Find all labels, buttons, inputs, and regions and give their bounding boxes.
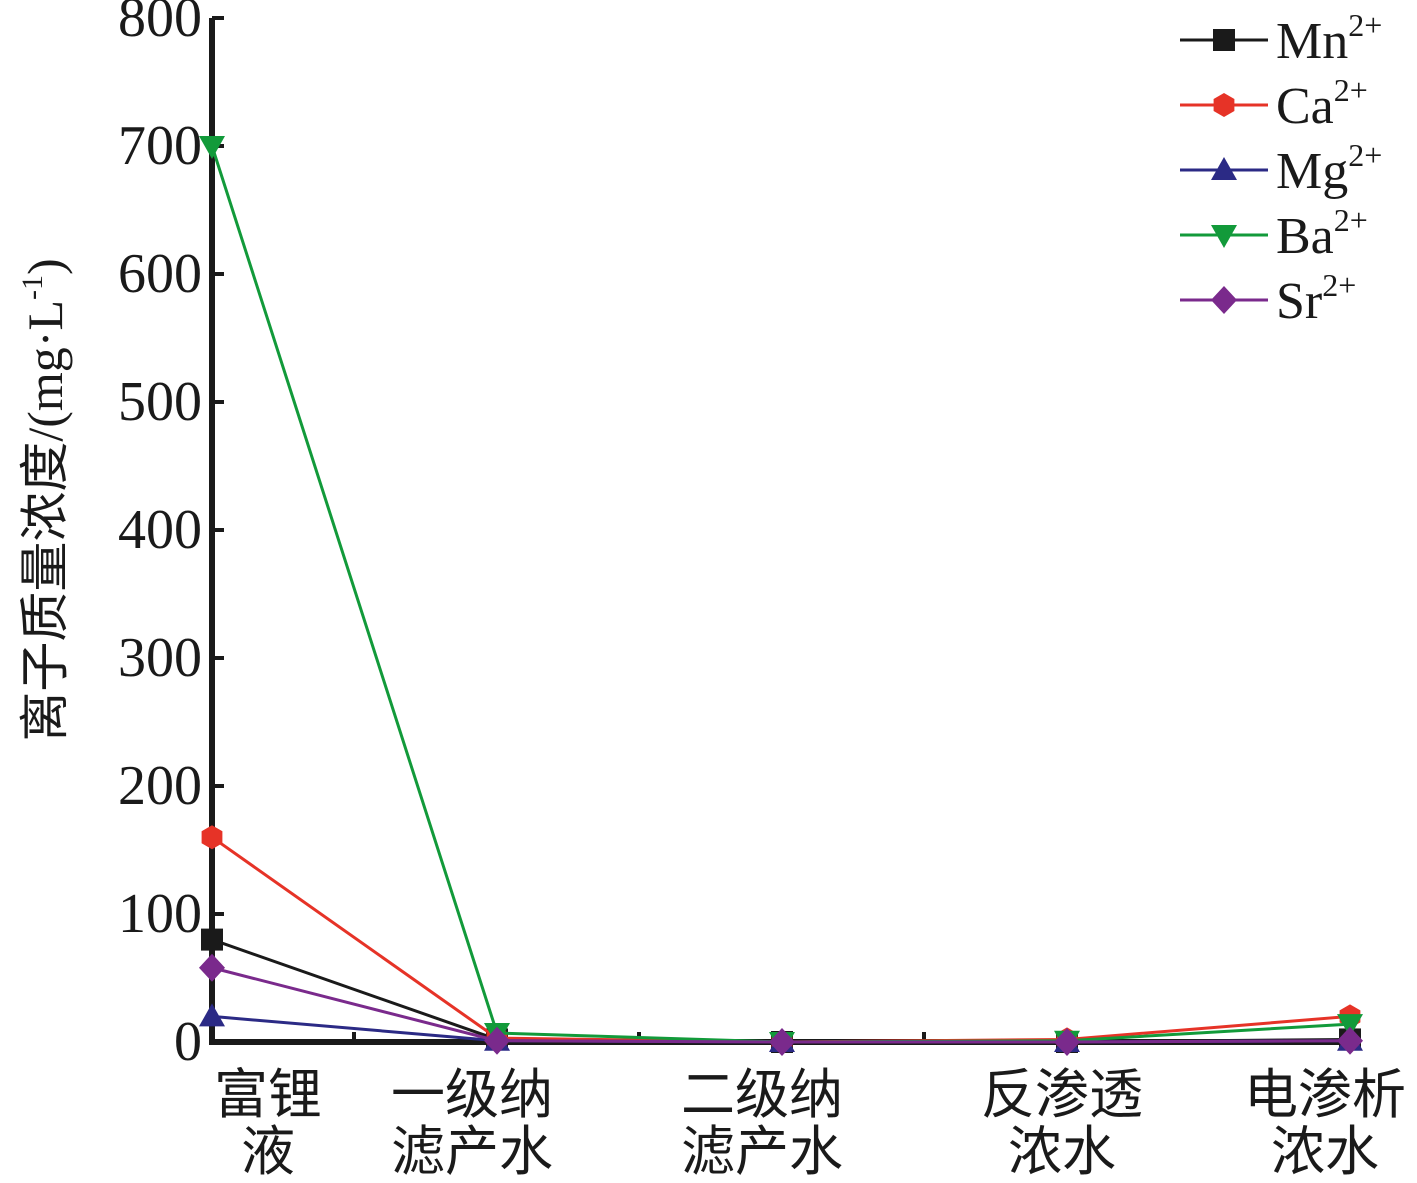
series-ba [199, 136, 1363, 1055]
x-tick-label-1-line-0: 一级纳 [391, 1065, 553, 1125]
y-axis-label: 离子质量浓度/(mg·L-1) [16, 258, 73, 741]
y-tick-label-8: 800 [118, 0, 202, 49]
series-mg-point-0 [199, 1003, 225, 1027]
series-ba-point-4 [1337, 1014, 1363, 1038]
x-tick-label-1-line-1: 滤产水 [391, 1122, 553, 1182]
axes: 0100200300400500600700800富锂液一级纳滤产水二级纳滤产水… [118, 0, 1406, 1182]
legend-label-name-0: Mn [1276, 13, 1348, 70]
legend-swatch-marker-0 [1213, 29, 1235, 51]
legend-swatch-marker-4 [1211, 286, 1237, 314]
legend-swatch-marker-3 [1211, 225, 1237, 248]
series-mn-point-0 [201, 928, 223, 951]
legend-swatch-marker-2 [1211, 157, 1237, 180]
legend-label-0: Mn2+ [1276, 7, 1382, 70]
x-tick-label-0-line-0: 富锂 [214, 1065, 322, 1125]
series-sr [199, 953, 1363, 1056]
series-sr-point-4 [1337, 1026, 1363, 1055]
y-tick-label-0: 0 [174, 1011, 202, 1073]
y-tick-label-4: 400 [118, 499, 202, 561]
y-axis-label-sup: -1 [16, 275, 49, 300]
x-tick-label-4-line-1: 浓水 [1271, 1122, 1379, 1182]
y-tick-label-6: 600 [118, 243, 202, 305]
legend-label-name-1: Ca [1276, 78, 1334, 135]
x-tick-label-0-line-1: 液 [241, 1122, 295, 1182]
y-axis-label-close: ) [17, 258, 73, 275]
series-mn-line [211, 938, 1351, 1044]
x-tick-label-2-line-1: 滤产水 [681, 1122, 843, 1182]
legend-label-3: Ba2+ [1276, 202, 1368, 265]
legend-label-name-3: Ba [1276, 208, 1334, 265]
series-ba-line [210, 145, 1351, 1044]
legend-item-ca: Ca2+ [1180, 72, 1368, 135]
legend-item-mg: Mg2+ [1180, 137, 1382, 200]
y-axis-label-main: 离子质量浓度/(mg·L [17, 300, 73, 742]
y-tick-label-1: 100 [118, 883, 202, 945]
legend-label-4: Sr2+ [1276, 267, 1356, 330]
legend-label-sup-0: 2+ [1348, 7, 1382, 43]
legend-label-name-2: Mg [1276, 143, 1348, 200]
legend-label-1: Ca2+ [1276, 72, 1368, 135]
x-tick-label-3-line-1: 浓水 [1008, 1122, 1116, 1182]
legend-item-ba: Ba2+ [1180, 202, 1368, 265]
series-sr-point-1 [484, 1026, 510, 1055]
legend-label-sup-3: 2+ [1334, 202, 1368, 238]
x-tick-label-4-line-0: 电渗析 [1244, 1065, 1406, 1125]
legend: Mn2+Ca2+Mg2+Ba2+Sr2+ [1180, 7, 1382, 330]
legend-swatch-marker-1 [1213, 93, 1235, 117]
series-layer [199, 136, 1363, 1056]
series-sr-point-2 [769, 1028, 795, 1056]
legend-label-sup-4: 2+ [1322, 267, 1356, 303]
legend-label-2: Mg2+ [1276, 137, 1382, 200]
y-tick-label-7: 700 [118, 115, 202, 177]
x-tick-label-3-line-0: 反渗透 [981, 1065, 1143, 1125]
legend-item-mn: Mn2+ [1180, 7, 1382, 70]
legend-item-sr: Sr2+ [1180, 267, 1356, 330]
series-sr-point-0 [199, 953, 225, 982]
legend-label-name-4: Sr [1276, 273, 1322, 330]
y-tick-label-2: 200 [118, 755, 202, 817]
series-ba-point-0 [199, 136, 225, 159]
y-tick-label-5: 500 [118, 371, 202, 433]
legend-label-sup-2: 2+ [1348, 137, 1382, 173]
series-sr-point-3 [1054, 1028, 1080, 1056]
series-ca [201, 825, 1361, 1054]
legend-label-sup-1: 2+ [1334, 72, 1368, 108]
series-ca-point-0 [201, 825, 223, 850]
x-tick-label-2-line-0: 二级纳 [681, 1065, 843, 1125]
y-tick-label-3: 300 [118, 627, 202, 689]
